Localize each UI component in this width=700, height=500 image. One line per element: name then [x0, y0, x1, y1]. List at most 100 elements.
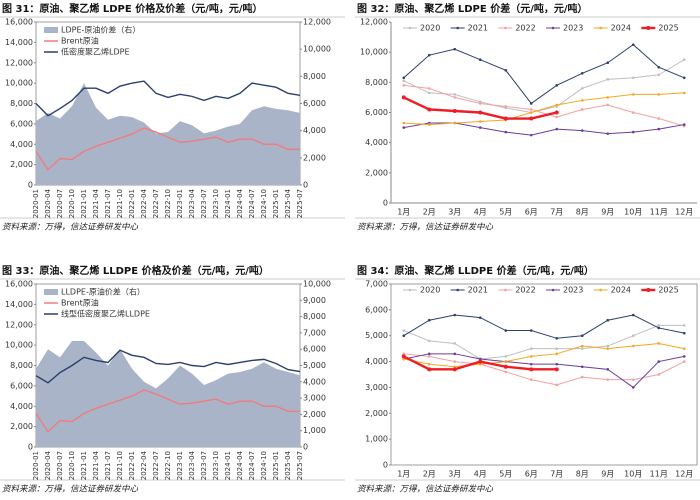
point — [402, 352, 406, 356]
point — [657, 93, 661, 96]
point — [529, 347, 533, 350]
point — [657, 342, 661, 345]
y2-tick-label: 1,000 — [303, 426, 326, 435]
x-tick-label: 8月 — [576, 208, 589, 217]
point — [427, 123, 431, 126]
point — [606, 318, 610, 322]
legend-marker — [408, 288, 412, 292]
legend-label: 2021 — [468, 286, 488, 295]
legend-marker — [504, 288, 507, 292]
x-tick-label: 2025-07 — [296, 189, 304, 218]
x-tick-label: 1月 — [397, 208, 410, 217]
point — [529, 378, 533, 381]
source-note: 资料来源：万得，信达证券研发中心 — [357, 484, 494, 495]
point — [504, 360, 508, 363]
point — [529, 108, 533, 111]
legend-label: Brent原油 — [61, 36, 99, 46]
point — [631, 378, 635, 381]
y2-tick-label: 0 — [303, 181, 308, 190]
point — [478, 120, 482, 123]
x-tick-label: 1月 — [397, 470, 410, 479]
y-tick-label: 10,000 — [5, 79, 33, 88]
legend-marker — [646, 26, 651, 30]
point — [452, 367, 457, 372]
y-tick-label: 6,000 — [10, 381, 33, 390]
legend-label: 2024 — [611, 286, 631, 295]
year-line — [403, 92, 685, 126]
legend-label: 线型低密度聚乙烯LLDPE — [61, 309, 150, 319]
point — [682, 76, 686, 80]
x-tick-label: 2023-07 — [200, 451, 208, 480]
point — [580, 347, 584, 350]
y-tick-label: 8,000 — [10, 99, 33, 108]
point — [529, 367, 534, 372]
x-tick-label: 6月 — [525, 208, 538, 217]
point — [402, 126, 406, 129]
point — [478, 58, 482, 62]
y2-tick-label: 5,000 — [303, 361, 326, 370]
legend-label: Brent原油 — [61, 298, 99, 308]
point — [402, 76, 406, 80]
legend-marker — [599, 288, 602, 292]
year-line — [403, 353, 685, 389]
x-tick-label: 2020-07 — [56, 451, 64, 480]
y-tick-label: 10,000 — [5, 341, 33, 350]
point — [631, 111, 635, 114]
y-tick-label: 16,000 — [5, 18, 33, 27]
legend-label: 2023 — [563, 24, 583, 33]
y-tick-label: 6,000 — [10, 119, 33, 128]
x-tick-label: 2022-04 — [140, 450, 148, 480]
point — [555, 352, 559, 356]
point — [504, 370, 508, 374]
y2-tick-label: 8,000 — [303, 72, 326, 81]
x-tick-label: 2022-07 — [152, 189, 160, 218]
y2-tick-label: 8,000 — [303, 312, 326, 321]
point — [606, 368, 610, 371]
y2-tick-label: 0 — [303, 443, 308, 452]
point — [402, 121, 406, 125]
y2-tick-label: 7,000 — [303, 328, 326, 337]
legend-swatch — [44, 289, 58, 295]
point — [427, 53, 431, 57]
point — [657, 127, 661, 131]
point — [427, 352, 431, 356]
point — [580, 71, 584, 75]
point — [453, 313, 457, 317]
y-tick-label: 14,000 — [5, 300, 33, 309]
y2-tick-label: 4,000 — [303, 377, 326, 386]
point — [682, 123, 686, 126]
y-tick-label: 3,000 — [365, 383, 388, 392]
x-tick-label: 2022-10 — [164, 189, 172, 218]
x-tick-label: 2024-04 — [236, 188, 244, 218]
y2-tick-label: 12,000 — [303, 18, 331, 27]
point — [453, 96, 457, 99]
y2-tick-label: 3,000 — [303, 394, 326, 403]
point — [606, 61, 610, 65]
point — [682, 91, 686, 95]
legend-marker — [456, 26, 459, 30]
x-tick-label: 6月 — [525, 470, 538, 479]
point — [555, 362, 559, 366]
point — [555, 383, 559, 387]
x-tick-label: 2020-01 — [32, 451, 40, 480]
legend-marker — [551, 288, 555, 292]
point — [606, 103, 610, 107]
legend-label: 2020 — [420, 286, 440, 295]
y-tick-label: 12,000 — [5, 320, 33, 329]
x-tick-label: 2020-10 — [68, 451, 76, 480]
y2-tick-label: 9,000 — [303, 296, 326, 305]
x-tick-label: 2023-04 — [188, 450, 196, 480]
x-tick-label: 2022-10 — [164, 451, 172, 480]
x-tick-label: 2024-10 — [260, 189, 268, 218]
x-tick-label: 2021-04 — [92, 450, 100, 480]
year-line — [403, 59, 685, 114]
x-tick-label: 2022-04 — [140, 188, 148, 218]
point — [402, 357, 406, 361]
x-tick-label: 2020-10 — [68, 189, 76, 218]
legend-label: 2021 — [468, 24, 488, 33]
legend-marker — [646, 288, 651, 292]
point — [631, 344, 635, 348]
point — [427, 91, 431, 95]
point — [682, 324, 686, 327]
x-tick-label: 2020-04 — [44, 188, 52, 218]
